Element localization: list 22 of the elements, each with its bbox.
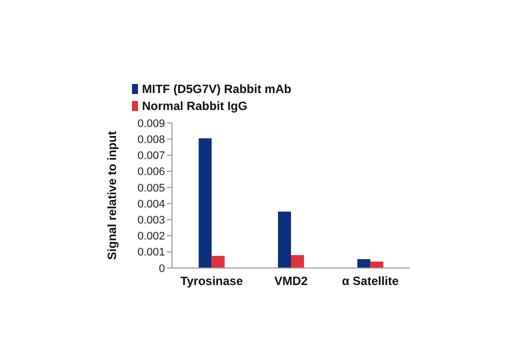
legend-label: MITF (D5G7V) Rabbit mAb (142, 82, 292, 96)
x-tick-label: VMD2 (274, 274, 308, 288)
legend-label: Normal Rabbit IgG (142, 99, 248, 113)
bar (370, 262, 384, 268)
y-tick-label: 0 (158, 262, 165, 275)
y-tick-label: 0.005 (137, 182, 165, 194)
y-tick-label: 0.002 (137, 230, 165, 243)
y-tick-label: 0.008 (137, 134, 165, 146)
x-tick-label: α Satellite (342, 274, 400, 288)
bar (278, 212, 291, 268)
bar (357, 259, 370, 268)
y-axis-title: Signal relative to input (105, 131, 119, 260)
y-tick-label: 0.003 (137, 214, 165, 227)
x-tick-label: Tyrosinase (180, 274, 244, 288)
bar (291, 255, 304, 268)
y-tick-label: 0.009 (137, 118, 165, 130)
y-tick-label: 0.007 (137, 150, 165, 162)
bar (198, 138, 212, 268)
y-tick-label: 0.001 (137, 246, 165, 259)
y-tick-label: 0.004 (137, 198, 165, 210)
y-tick-label: 0.006 (137, 166, 165, 178)
bar (212, 256, 225, 268)
